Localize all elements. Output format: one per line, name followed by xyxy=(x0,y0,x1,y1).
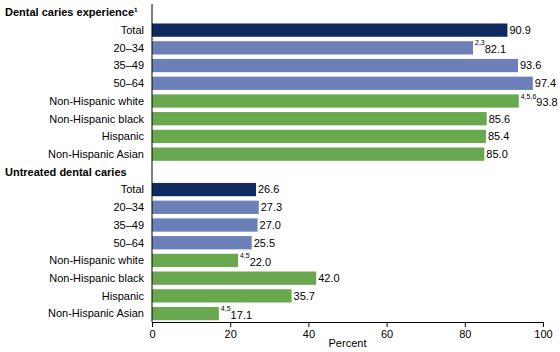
value-label: 35.7 xyxy=(294,290,315,302)
data-label: 25.5 xyxy=(254,237,275,249)
value-label: 82.1 xyxy=(485,43,506,55)
category-label: 20–34 xyxy=(113,42,144,54)
value-label: 85.0 xyxy=(486,148,507,160)
tick-mark xyxy=(465,322,466,327)
x-tick: 80 xyxy=(459,322,471,340)
value-label: 27.0 xyxy=(260,219,281,231)
bar xyxy=(152,236,252,249)
tick-label: 0 xyxy=(149,328,155,340)
data-label: 93.6 xyxy=(520,59,541,71)
y-axis-line xyxy=(152,4,153,322)
data-label: 35.7 xyxy=(294,290,315,302)
data-label: 85.6 xyxy=(489,113,510,125)
x-axis-title: Percent xyxy=(329,337,367,349)
data-label: 85.0 xyxy=(486,148,507,160)
data-label: 26.6 xyxy=(258,183,279,195)
category-label: 50–64 xyxy=(113,77,144,89)
footnote-marker: 4,5 xyxy=(221,305,231,312)
category-label: 50–64 xyxy=(113,237,144,249)
tick-label: 80 xyxy=(459,328,471,340)
category-label: 35–49 xyxy=(113,59,144,71)
data-label: 27.3 xyxy=(261,201,282,213)
chart: Dental caries experience¹ Total 90.9 20–34 2… xyxy=(0,0,560,352)
data-label: 4,522.0 xyxy=(240,252,271,268)
category-label: Total xyxy=(121,183,144,195)
x-axis-line xyxy=(153,323,544,328)
bar xyxy=(152,23,507,36)
x-tick: 100 xyxy=(534,322,552,340)
category-label: Non-Hispanic black xyxy=(49,272,144,284)
category-label: 20–34 xyxy=(113,201,144,213)
bar xyxy=(152,59,518,72)
data-label: 4,5,693.8 xyxy=(521,93,558,109)
bar xyxy=(152,254,238,267)
data-label: 4,517.1 xyxy=(221,305,252,321)
data-label: 42.0 xyxy=(318,272,339,284)
value-label: 25.5 xyxy=(254,237,275,249)
bar xyxy=(152,183,256,196)
bar xyxy=(152,112,487,125)
bar xyxy=(152,272,316,285)
category-label: Hispanic xyxy=(102,290,145,302)
data-label: 97.4 xyxy=(535,77,556,89)
value-label: 85.6 xyxy=(489,113,510,125)
category-label: Non-Hispanic Asian xyxy=(48,307,144,319)
tick-label: 60 xyxy=(381,328,393,340)
x-tick: 60 xyxy=(381,322,393,340)
category-label: Non-Hispanic black xyxy=(49,113,144,125)
bar xyxy=(152,130,486,143)
category-label: 35–49 xyxy=(113,219,144,231)
tick-mark xyxy=(543,322,544,327)
tick-mark xyxy=(152,322,153,327)
data-label: 27.0 xyxy=(260,219,281,231)
value-label: 17.1 xyxy=(231,309,252,321)
data-label: 2,382.1 xyxy=(475,39,506,55)
x-tick: 40 xyxy=(303,322,315,340)
group-title: Dental caries experience¹ xyxy=(5,6,138,18)
x-tick: 20 xyxy=(225,322,237,340)
tick-mark xyxy=(308,322,309,327)
category-label: Non-Hispanic Asian xyxy=(48,148,144,160)
tick-mark xyxy=(387,322,388,327)
data-label: 90.9 xyxy=(509,24,530,36)
value-label: 27.3 xyxy=(261,201,282,213)
labels: Dental caries experience¹ Total 90.9 20–34 2… xyxy=(5,6,558,321)
value-label: 93.6 xyxy=(520,59,541,71)
bar xyxy=(152,218,258,231)
category-label: Hispanic xyxy=(102,130,145,142)
tick-label: 100 xyxy=(534,328,552,340)
category-label: Non-Hispanic white xyxy=(49,254,144,266)
value-label: 97.4 xyxy=(535,77,556,89)
tick-mark xyxy=(230,322,231,327)
x-tick: 0 xyxy=(149,322,155,340)
value-label: 22.0 xyxy=(250,256,271,268)
bar xyxy=(152,77,533,90)
footnote-marker: 4,5,6 xyxy=(521,93,537,100)
value-label: 42.0 xyxy=(318,272,339,284)
bars xyxy=(152,23,533,320)
tick-label: 40 xyxy=(303,328,315,340)
bar xyxy=(152,307,219,320)
group-title: Untreated dental caries xyxy=(5,166,127,178)
category-label: Total xyxy=(121,24,144,36)
bar xyxy=(152,147,484,160)
footnote-marker: 2,3 xyxy=(475,39,485,46)
bar xyxy=(152,94,519,107)
bar xyxy=(152,201,259,214)
value-label: 26.6 xyxy=(258,183,279,195)
bar xyxy=(152,41,473,54)
bar xyxy=(152,289,292,302)
category-label: Non-Hispanic white xyxy=(49,95,144,107)
footnote-marker: 4,5 xyxy=(240,252,250,259)
value-label: 93.8 xyxy=(536,96,557,108)
tick-label: 20 xyxy=(225,328,237,340)
data-label: 85.4 xyxy=(488,130,509,142)
value-label: 85.4 xyxy=(488,130,509,142)
value-label: 90.9 xyxy=(509,24,530,36)
